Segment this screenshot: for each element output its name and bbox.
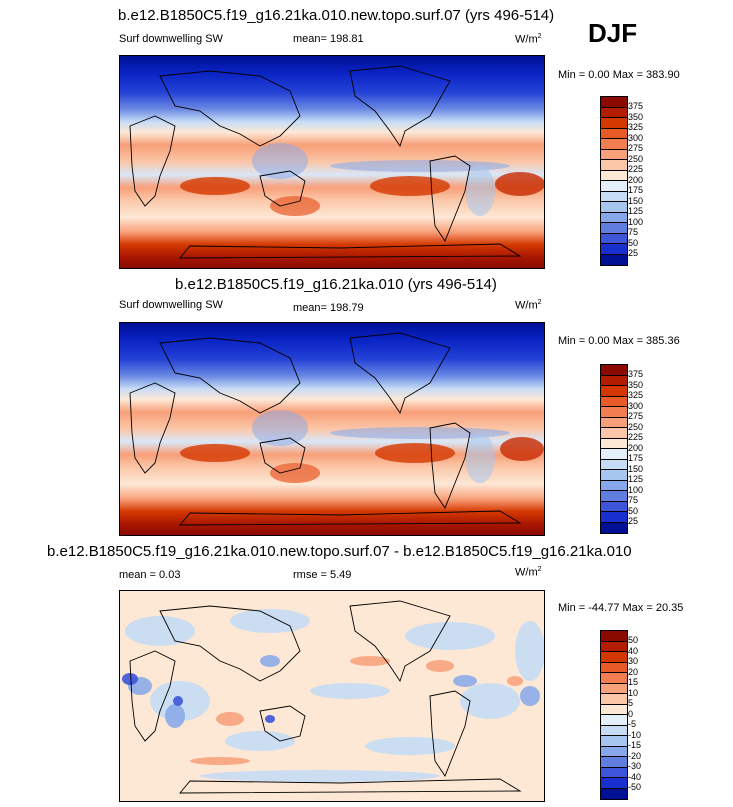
colorbar-tick: 75	[628, 495, 639, 505]
season-label: DJF	[588, 18, 638, 48]
colorbar-tick: 275	[628, 143, 644, 153]
colorbar-tick: 250	[628, 421, 644, 432]
colorbar-tick: 350	[628, 111, 644, 122]
colorbar-tick: -20	[628, 750, 642, 761]
colorbar-tick: 10	[628, 687, 639, 698]
colorbar-tick: 375	[628, 101, 644, 111]
colorbar-tick: 150	[628, 463, 644, 474]
panel-3-colorbar	[600, 630, 628, 800]
panel-1-field	[120, 56, 544, 268]
panel-1-units: W/m2	[515, 33, 542, 46]
colorbar-tick: 375	[628, 369, 644, 379]
colorbar-tick: 300	[628, 400, 644, 411]
colorbar-tick: 20	[628, 666, 639, 677]
colorbar-tick: 125	[628, 206, 644, 216]
colorbar-tick: 100	[628, 216, 644, 227]
colorbar-tick: 25	[628, 516, 639, 526]
panel-2-minmax: Min = 0.00 Max = 385.36	[558, 335, 680, 347]
colorbar-tick: 50	[628, 505, 639, 516]
panel-2-mean: mean= 198.79	[293, 302, 364, 314]
panel-2-map	[119, 322, 545, 536]
colorbar-tick: 175	[628, 185, 644, 195]
panel-2-variable-label: Surf downwelling SW	[119, 299, 223, 311]
panel-2-field	[120, 323, 544, 535]
colorbar-tick: 325	[628, 122, 644, 132]
colorbar-tick: -50	[628, 782, 642, 792]
colorbar-tick: 225	[628, 164, 644, 174]
colorbar-tick: 15	[628, 677, 639, 687]
colorbar-tick: 5	[628, 698, 634, 708]
colorbar-tick: -10	[628, 729, 642, 740]
colorbar-tick: 125	[628, 474, 644, 484]
colorbar-tick: 0	[628, 708, 634, 719]
panel-1-variable-label: Surf downwelling SW	[119, 33, 223, 45]
panel-3-rmse: rmse = 5.49	[293, 569, 352, 581]
colorbar-tick: 325	[628, 390, 644, 400]
panel-3-minmax: Min = -44.77 Max = 20.35	[558, 602, 684, 614]
panel-1-map	[119, 55, 545, 269]
colorbar-tick: 30	[628, 656, 639, 666]
colorbar-tick: -5	[628, 719, 637, 729]
colorbar-tick: 250	[628, 153, 644, 164]
colorbar-tick: -30	[628, 761, 642, 771]
panel-3-field	[120, 591, 544, 801]
colorbar-tick: 350	[628, 379, 644, 390]
panel-1-title: b.e12.B1850C5.f19_g16.21ka.010.new.topo.…	[118, 7, 555, 24]
panel-1-minmax: Min = 0.00 Max = 383.90	[558, 69, 680, 81]
panel-3-title: b.e12.B1850C5.f19_g16.21ka.010.new.topo.…	[47, 543, 632, 560]
colorbar-tick: 50	[628, 635, 639, 645]
panel-3-mean: mean = 0.03	[119, 569, 181, 581]
colorbar-tick: -40	[628, 771, 642, 782]
colorbar-tick: 275	[628, 411, 644, 421]
colorbar-tick: 225	[628, 432, 644, 442]
colorbar-tick: 200	[628, 442, 644, 453]
colorbar-tick: 25	[628, 248, 639, 258]
colorbar-tick: 200	[628, 174, 644, 185]
colorbar-tick: 40	[628, 645, 639, 656]
panel-2-units: W/m2	[515, 299, 542, 312]
colorbar-tick: 100	[628, 484, 644, 495]
colorbar-tick: 300	[628, 132, 644, 143]
panel-2-colorbar	[600, 364, 628, 534]
colorbar-tick: 150	[628, 195, 644, 206]
panel-3-units: W/m2	[515, 566, 542, 579]
colorbar-tick: 75	[628, 227, 639, 237]
colorbar-tick: 175	[628, 453, 644, 463]
colorbar-tick: -15	[628, 740, 642, 750]
panel-2-title: b.e12.B1850C5.f19_g16.21ka.010 (yrs 496-…	[175, 276, 497, 293]
panel-3-map	[119, 590, 545, 802]
panel-1-mean: mean= 198.81	[293, 33, 364, 45]
colorbar-tick: 50	[628, 237, 639, 248]
panel-1-colorbar	[600, 96, 628, 266]
